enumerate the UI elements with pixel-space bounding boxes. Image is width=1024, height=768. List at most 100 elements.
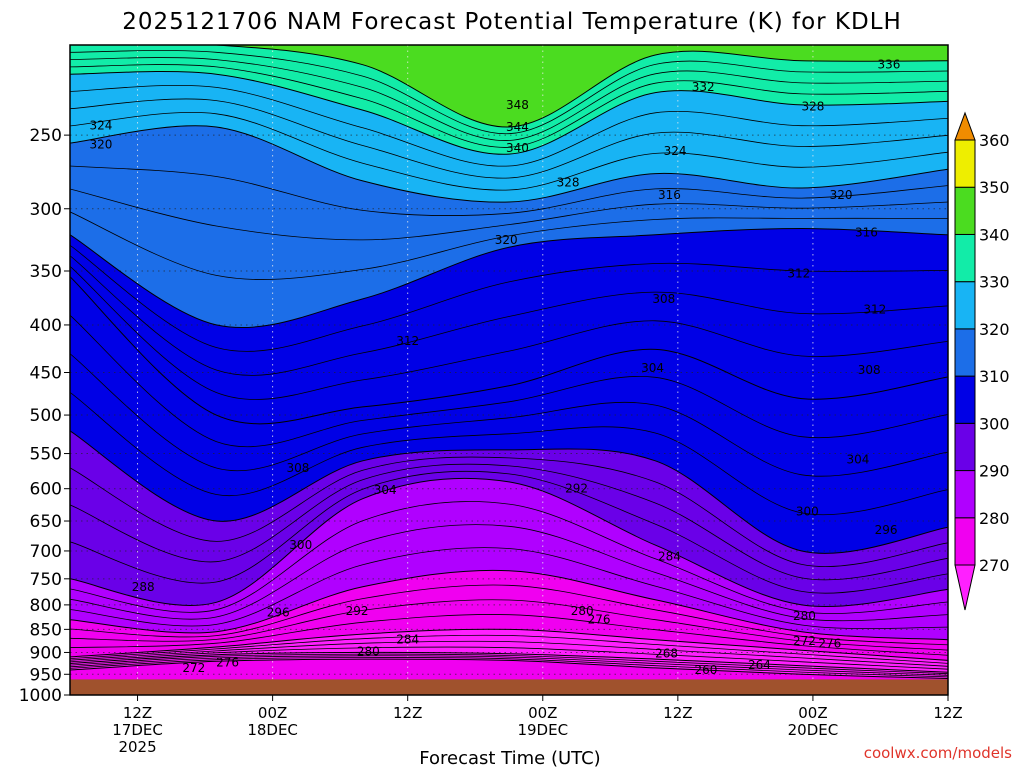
isentrope-line	[70, 655, 948, 676]
contour-label: 308	[858, 363, 881, 377]
isentrope-line	[70, 188, 948, 241]
contour-label: 288	[132, 580, 155, 594]
x-tick-label: 12Z	[933, 704, 962, 722]
y-tick-label: 500	[30, 406, 62, 426]
isentrope-260	[70, 658, 948, 679]
isentrope-line	[70, 501, 948, 614]
plot-area: 3483443403363323283243203283243283163203…	[0, 45, 948, 695]
contour-label: 328	[801, 100, 824, 114]
contour-label: 348	[506, 98, 529, 112]
colorbar-extend-low	[954, 564, 976, 611]
band-above-340	[70, 45, 948, 128]
contour-label: 312	[396, 334, 419, 348]
x-tick-label: 20DEC	[788, 721, 839, 739]
isentrope-line	[70, 646, 948, 670]
contour-label: 296	[875, 523, 898, 537]
isentrope-line	[70, 640, 948, 667]
contour-label: 308	[286, 461, 309, 475]
contour-label: 268	[655, 646, 678, 660]
isentrope-308	[70, 276, 948, 425]
isentrope-line	[70, 50, 948, 135]
x-tick-label: 2025	[118, 738, 156, 756]
contour-label: 340	[506, 141, 529, 155]
isentrope-lines	[70, 45, 948, 679]
colorbar: 270 280 290 300 310 320 330 340 350 360	[954, 111, 1010, 611]
colorbar-segment	[954, 139, 976, 188]
contour-label: 312	[863, 303, 886, 317]
isentrope-line	[70, 64, 948, 148]
isentrope-line	[70, 524, 948, 622]
isentrope-316	[70, 227, 948, 329]
y-tick-label: 400	[30, 316, 62, 336]
colorbar-label: 280	[979, 509, 1010, 528]
colorbar-label: 360	[979, 131, 1010, 150]
y-tick-label: 900	[30, 643, 62, 663]
isentrope-line	[70, 634, 948, 664]
y-tick-label: 250	[30, 126, 62, 146]
plot-frame	[69, 44, 949, 696]
contour-label: 308	[0, 252, 8, 266]
contour-label: 276	[588, 613, 611, 627]
contour-label: 260	[695, 663, 718, 677]
isentrope-line	[70, 547, 948, 630]
isentrope-324	[70, 125, 948, 203]
isentrope-line	[70, 255, 948, 376]
colorbar-label: 290	[979, 462, 1010, 481]
isentrope-line	[70, 353, 948, 477]
y-tick-label: 700	[30, 542, 62, 562]
y-tick-label: 350	[30, 262, 62, 282]
colorbar-segment	[954, 470, 976, 519]
x-tick-label: 00Z	[258, 704, 287, 722]
isentrope-line	[70, 165, 948, 216]
contour-label: 336	[877, 58, 900, 72]
x-tick-label: 00Z	[798, 704, 827, 722]
isentrope-line	[70, 392, 948, 516]
colorbar-label: 300	[979, 414, 1010, 433]
contour-label: 300	[289, 538, 312, 552]
isentrope-line	[70, 614, 948, 656]
contour-label: 280	[357, 645, 380, 659]
colorbar-segment	[954, 281, 976, 330]
isentrope-line	[70, 463, 948, 581]
contour-label: 284	[396, 633, 419, 647]
contour-label: 312	[787, 266, 810, 280]
contour-label: 296	[267, 605, 290, 619]
contour-label: 316	[658, 188, 681, 202]
y-tick-label: 450	[30, 364, 62, 384]
isentrope-line	[70, 657, 948, 678]
colorbar-segment	[954, 186, 976, 235]
surface-terrain	[70, 679, 948, 695]
credit-text: coolwx.com/models	[864, 744, 1012, 762]
isentrope-line	[70, 84, 948, 167]
contour-label: 304	[641, 361, 664, 375]
x-tick-label: 12Z	[123, 704, 152, 722]
contour-label: 320	[830, 188, 853, 202]
colorbar-segment	[954, 375, 976, 424]
isentrope-line	[70, 211, 948, 280]
contour-label: 332	[692, 80, 715, 94]
contour-label: 320	[495, 233, 518, 247]
contour-label: 320	[90, 138, 113, 152]
contour-label: 272	[793, 634, 816, 648]
colorbar-label: 320	[979, 320, 1010, 339]
colorbar-label: 270	[979, 556, 1010, 575]
isentrope-line	[70, 244, 948, 352]
y-tick-label: 550	[30, 445, 62, 465]
isentrope-line	[70, 57, 948, 141]
colorbar-label: 350	[979, 178, 1010, 197]
x-tick-label: 17DEC	[112, 721, 163, 739]
colorbar-segment	[954, 233, 976, 283]
y-tick-label: 600	[30, 480, 62, 500]
isentrope-line	[70, 112, 948, 191]
isentrope-line	[70, 653, 948, 675]
contour-label: 344	[506, 120, 529, 134]
contour-label: 276	[216, 656, 239, 670]
x-axis-label: Forecast Time (UTC)	[419, 748, 600, 768]
isentrope-292	[70, 477, 948, 608]
isentrope-276	[70, 628, 948, 661]
x-tick-label: 18DEC	[247, 721, 298, 739]
isentrope-line	[70, 98, 948, 179]
colorbar-extend-high	[954, 111, 976, 141]
contour-label: 280	[571, 604, 594, 618]
